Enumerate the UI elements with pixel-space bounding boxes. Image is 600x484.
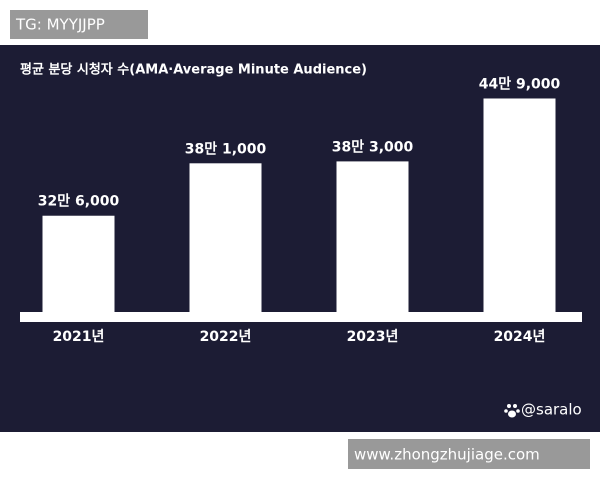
x-tick-label: 2023년 [347, 329, 399, 345]
bottom-overlay: www.zhongzhujiage.com [354, 446, 540, 464]
value-label: 38만 3,000 [332, 139, 414, 155]
bar [336, 161, 409, 312]
bar [189, 163, 262, 312]
bar [42, 215, 115, 312]
credit: @saralo [521, 401, 582, 419]
value-label: 38만 1,000 [185, 141, 267, 157]
value-label: 32만 6,000 [38, 194, 120, 210]
chart-title: 평균 분당 시청자 수(AMA·Average Minute Audience) [20, 62, 367, 78]
top-overlay-box [10, 10, 148, 39]
x-tick-label: 2021년 [53, 329, 105, 345]
bottom-overlay-box [348, 439, 590, 469]
x-tick-label: 2024년 [494, 329, 546, 345]
credit-icon [504, 404, 520, 418]
bar [483, 98, 556, 312]
value-label: 44만 9,000 [479, 76, 561, 92]
x-tick-label: 2022년 [200, 329, 252, 345]
baseline [20, 312, 582, 322]
top-overlay: TG: MYYJJPP [15, 16, 105, 34]
